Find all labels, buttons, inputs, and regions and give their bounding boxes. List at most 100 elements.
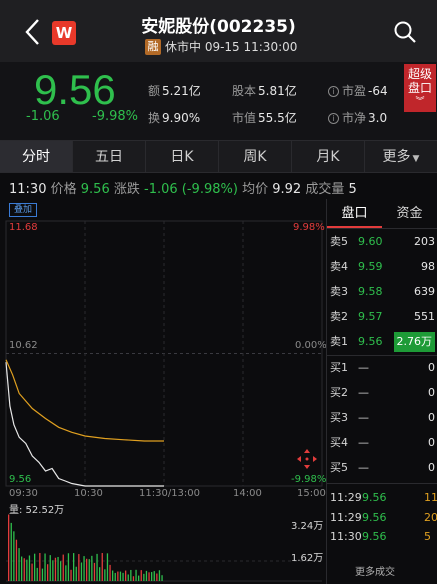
order-book-row[interactable]: 买3 — 0 <box>327 408 437 428</box>
order-book-row[interactable]: 买4 — 0 <box>327 433 437 453</box>
tab-order-book[interactable]: 盘口 <box>327 199 382 228</box>
x-axis-label: 15:00 <box>297 488 326 499</box>
volume-bar <box>13 531 15 581</box>
order-book-row[interactable]: 买5 — 0 <box>327 458 437 478</box>
volume-bar <box>10 522 12 581</box>
volume-bar <box>23 558 25 581</box>
info-avg-label: 均价 <box>242 182 269 197</box>
tab-weekly-k[interactable]: 周K <box>219 141 292 172</box>
tab-monthly-k[interactable]: 月K <box>292 141 365 172</box>
trade-time: 11:29 <box>330 491 362 504</box>
volume-bar <box>127 574 129 581</box>
metric-pe[interactable]: i 市盈 -64 <box>328 82 388 99</box>
order-level-volume: 0 <box>428 436 435 449</box>
order-level-label: 买3 <box>330 411 348 424</box>
volume-bar <box>130 569 132 581</box>
order-level-label: 买1 <box>330 361 348 374</box>
tab-daily-k[interactable]: 日K <box>146 141 219 172</box>
order-book-row[interactable]: 卖5 9.60 203 <box>327 232 437 252</box>
order-book-row[interactable]: 卖4 9.59 98 <box>327 257 437 277</box>
order-book-row[interactable]: 买2 — 0 <box>327 383 437 403</box>
tab-capital-flow[interactable]: 资金 <box>396 206 423 221</box>
order-level-volume: 203 <box>414 235 435 248</box>
volume-bar <box>145 570 148 581</box>
more-trades-link[interactable]: 更多成交 <box>355 567 395 578</box>
volume-bar <box>99 567 101 581</box>
trade-vol: 20 <box>424 511 437 524</box>
volume-bar <box>91 555 93 581</box>
super-button-line2: 盘口 <box>407 81 432 95</box>
volume-bar <box>36 567 38 581</box>
order-book-row[interactable]: 卖2 9.57 551 <box>327 307 437 327</box>
volume-bar <box>86 558 88 581</box>
period-tabs: 分时 五日 日K 周K 月K 更多 ▼ <box>0 140 437 173</box>
order-level-label: 卖4 <box>330 260 348 273</box>
y-axis-bottom-left: 9.56 <box>9 474 32 485</box>
search-icon[interactable] <box>393 20 417 44</box>
volume-bar <box>112 570 114 581</box>
trade-price: 9.56 <box>362 511 387 524</box>
order-level-label: 买2 <box>330 386 348 399</box>
average-price-line <box>5 359 164 442</box>
market-status: 融 休市中 09-15 11:30:00 <box>145 38 297 55</box>
volume-bar <box>31 563 33 581</box>
volume-tick-mid: 1.62万 <box>291 553 324 564</box>
app-logo[interactable]: W <box>52 21 76 45</box>
volume-bar <box>156 573 158 581</box>
x-axis-label: 10:30 <box>74 488 103 499</box>
volume-bar <box>18 548 20 581</box>
volume-bar <box>73 553 75 581</box>
order-book-row[interactable]: 卖3 9.58 639 <box>327 282 437 302</box>
intraday-chart-canvas[interactable] <box>0 199 326 584</box>
order-level-volume: 98 <box>421 260 435 273</box>
volume-bar <box>28 555 31 581</box>
order-level-price: — <box>358 411 369 424</box>
super-orderbook-button[interactable]: 超级 盘口 ︾ <box>404 64 436 112</box>
tab-five-day[interactable]: 五日 <box>73 141 146 172</box>
price-change-pct: -9.98% <box>92 109 138 124</box>
move-crosshair-icon[interactable] <box>296 448 318 470</box>
volume-bar <box>57 556 59 581</box>
quote-panel: 9.56 -1.06 -9.98% 额 5.21亿 股本 5.81亿 i 市盈 -64 … <box>0 62 437 140</box>
order-level-volume: 639 <box>414 285 435 298</box>
order-level-price: — <box>358 386 369 399</box>
volume-bar <box>158 570 161 581</box>
y-axis-mid-left: 10.62 <box>9 340 38 351</box>
volume-bar <box>135 569 137 581</box>
tab-more[interactable]: 更多 ▼ <box>365 141 437 172</box>
volume-bar <box>117 571 119 581</box>
x-axis-label: 14:00 <box>233 488 262 499</box>
volume-bar <box>101 553 103 581</box>
volume-bar <box>80 562 83 581</box>
trade-price: 9.56 <box>362 530 387 543</box>
order-book-row[interactable]: 买1 — 0 <box>327 358 437 378</box>
order-level-label: 卖2 <box>330 310 348 323</box>
x-axis-label: 11:30/13:00 <box>139 488 201 499</box>
volume-bar <box>138 575 140 581</box>
crosshair-info: 11:30 价格 9.56 涨跌 -1.06 (-9.98%) 均价 9.92 … <box>9 178 357 197</box>
book-divider <box>327 355 437 356</box>
volume-bar <box>67 553 70 581</box>
overlay-button[interactable]: 叠加 <box>9 203 37 217</box>
info-icon: i <box>328 86 339 97</box>
trade-row: 11:30 9.56 5 <box>327 528 437 546</box>
metric-pb[interactable]: i 市净 3.0 <box>328 109 387 126</box>
trades-divider <box>327 483 437 484</box>
volume-bar <box>8 514 10 581</box>
tab-intraday[interactable]: 分时 <box>0 141 73 172</box>
order-book-row[interactable]: 卖1 9.56 2.76万 <box>327 332 437 352</box>
intraday-chart[interactable]: 叠加 11.68 9.98% 10.62 0.00% 9.56 -9.98% 0… <box>0 199 327 584</box>
volume-bar <box>49 555 51 581</box>
y-axis-top-left: 11.68 <box>9 222 38 233</box>
chevron-down-icon: ︾ <box>415 97 425 107</box>
volume-bar <box>153 571 155 581</box>
order-book-panel: 盘口 资金 卖5 9.60 203 卖4 9.59 98 卖3 9.58 639 卖2 9.57 55… <box>326 199 437 584</box>
info-volume-label: 成交量 <box>305 182 345 197</box>
back-arrow-icon[interactable] <box>22 17 44 47</box>
info-change: -1.06 (-9.98%) <box>144 182 238 197</box>
info-change-label: 涨跌 <box>113 182 140 197</box>
volume-bar <box>75 566 77 581</box>
trade-time: 11:29 <box>330 511 362 524</box>
volume-bar <box>93 562 96 581</box>
volume-bar <box>70 569 72 581</box>
